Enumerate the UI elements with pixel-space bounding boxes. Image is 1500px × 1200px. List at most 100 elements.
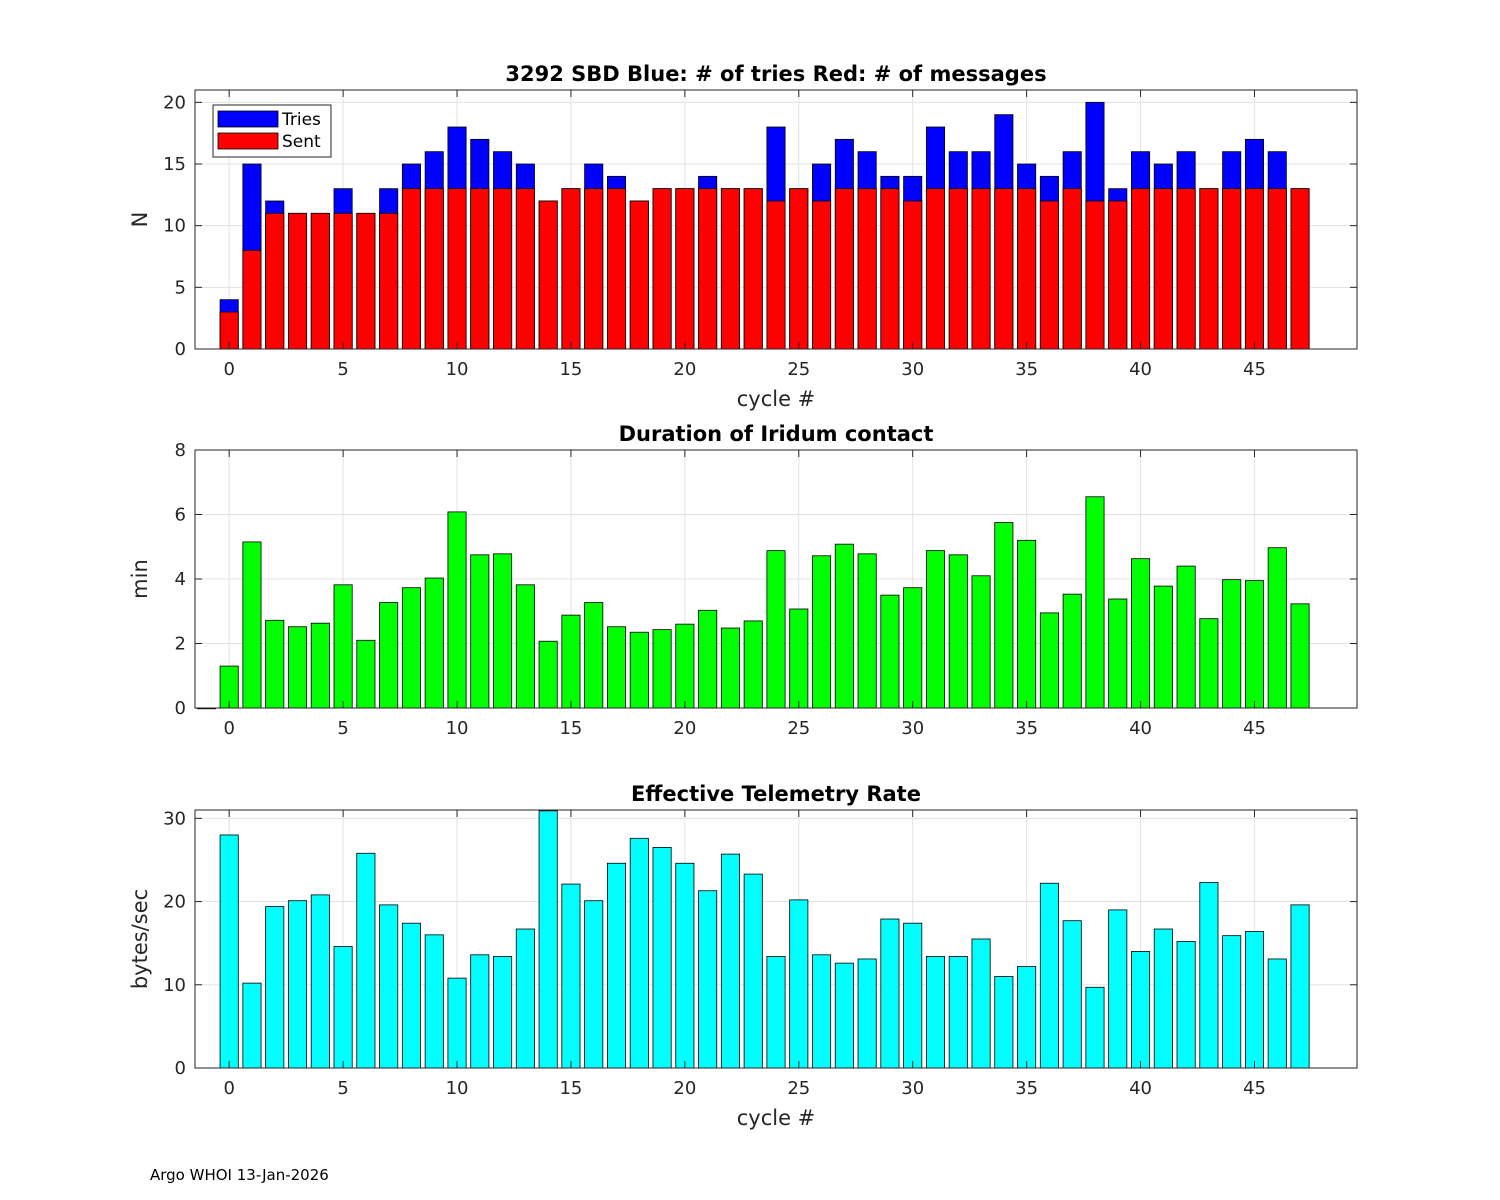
sent-bar <box>698 188 718 350</box>
telemetry-rate-chart: 0 5 10 15 20 25 30 35 40 45 0 10 20 30 Effective Telem… <box>128 782 1358 1130</box>
sent-bar <box>1062 188 1082 350</box>
bar <box>994 976 1014 1069</box>
bar <box>903 587 923 709</box>
bar <box>675 862 695 1069</box>
sent-bar <box>1176 188 1196 350</box>
x-tick-label: 0 <box>223 718 234 739</box>
sent-bar <box>1039 200 1059 350</box>
sent-bar <box>675 188 695 350</box>
x-tick-label: 20 <box>673 718 696 739</box>
y-tick-label: 0 <box>175 1058 186 1079</box>
x-tick-label: 40 <box>1129 718 1152 739</box>
sent-bar <box>812 200 832 350</box>
bar <box>720 627 740 709</box>
bar <box>925 550 946 709</box>
bar <box>333 584 353 709</box>
y-axis-label: N <box>128 212 152 228</box>
legend-label-sent: Sent <box>282 132 321 152</box>
bar <box>812 555 832 709</box>
bar <box>561 883 581 1069</box>
bar <box>1222 935 1242 1069</box>
x-tick-label: 15 <box>559 718 582 739</box>
x-tick-label: 25 <box>787 359 810 380</box>
sent-bar <box>903 200 923 350</box>
legend-swatch-tries <box>217 110 279 128</box>
sent-bar <box>1108 200 1128 350</box>
sent-bar <box>288 212 308 350</box>
duration-chart: 0 5 10 15 20 25 30 35 40 45 0 2 4 6 8 Duration of Iridu… <box>128 422 1358 739</box>
bar <box>812 954 832 1069</box>
bar <box>1085 986 1105 1069</box>
bar <box>1131 558 1151 709</box>
sent-bar <box>1017 188 1037 350</box>
bar <box>720 853 740 1069</box>
bar <box>766 956 786 1069</box>
footer-text: Argo WHOI 13-Jan-2026 <box>150 1166 329 1184</box>
bar <box>948 956 968 1069</box>
sent-bar <box>789 188 809 350</box>
bar <box>242 541 262 709</box>
x-tick-label: 15 <box>559 359 582 380</box>
bar <box>265 906 285 1069</box>
x-tick-label: 30 <box>901 1078 924 1099</box>
bar <box>515 584 535 709</box>
bar <box>1153 928 1173 1069</box>
bar <box>1062 593 1082 709</box>
bar <box>1199 618 1219 709</box>
bar <box>1039 612 1059 709</box>
sent-bar <box>1222 188 1242 350</box>
bar <box>310 622 330 709</box>
bar <box>538 810 558 1069</box>
bar <box>698 890 718 1069</box>
x-tick-label: 15 <box>559 1078 582 1099</box>
x-tick-label: 35 <box>1015 359 1038 380</box>
bar <box>1244 580 1264 709</box>
sent-bar <box>834 188 854 350</box>
sent-bar <box>1244 188 1264 350</box>
bar <box>880 594 900 709</box>
x-tick-label: 25 <box>787 1078 810 1099</box>
chart-title: Duration of Iridum contact <box>619 422 934 446</box>
axes-box <box>194 809 1358 1069</box>
bar <box>1267 958 1287 1069</box>
bar <box>834 543 854 709</box>
bar <box>288 900 308 1069</box>
axes-box <box>194 89 1358 350</box>
bar <box>242 982 262 1069</box>
sent-bar <box>1153 188 1173 350</box>
bar <box>470 954 490 1069</box>
bar <box>1108 598 1128 709</box>
x-tick-label: 30 <box>901 359 924 380</box>
x-tick-label: 0 <box>223 359 234 380</box>
sent-bar <box>925 188 946 350</box>
sent-bar <box>310 212 330 350</box>
bar <box>994 522 1014 709</box>
y-tick-label: 2 <box>175 634 186 655</box>
x-tick-label: 5 <box>337 1078 348 1099</box>
sent-bar <box>1085 200 1105 350</box>
legend-swatch-sent <box>217 132 279 150</box>
x-tick-label: 10 <box>446 359 469 380</box>
sent-bar <box>401 188 421 350</box>
bar <box>606 626 627 709</box>
bar <box>401 922 421 1069</box>
x-tick-label: 20 <box>673 1078 696 1099</box>
y-tick-label: 10 <box>163 975 186 996</box>
bar <box>1176 565 1196 709</box>
bar <box>743 620 763 709</box>
bar <box>356 852 376 1069</box>
x-tick-label: 40 <box>1129 1078 1152 1099</box>
y-tick-label: 20 <box>163 92 186 113</box>
bar <box>1176 941 1196 1069</box>
bar <box>971 575 991 709</box>
bar <box>515 928 535 1069</box>
bar <box>333 946 353 1069</box>
y-axis-label: min <box>128 559 152 599</box>
bar <box>971 938 991 1069</box>
bar <box>493 553 513 709</box>
bar <box>1153 585 1173 709</box>
bar <box>925 956 946 1069</box>
sent-bar <box>561 188 581 350</box>
x-tick-label: 10 <box>446 718 469 739</box>
